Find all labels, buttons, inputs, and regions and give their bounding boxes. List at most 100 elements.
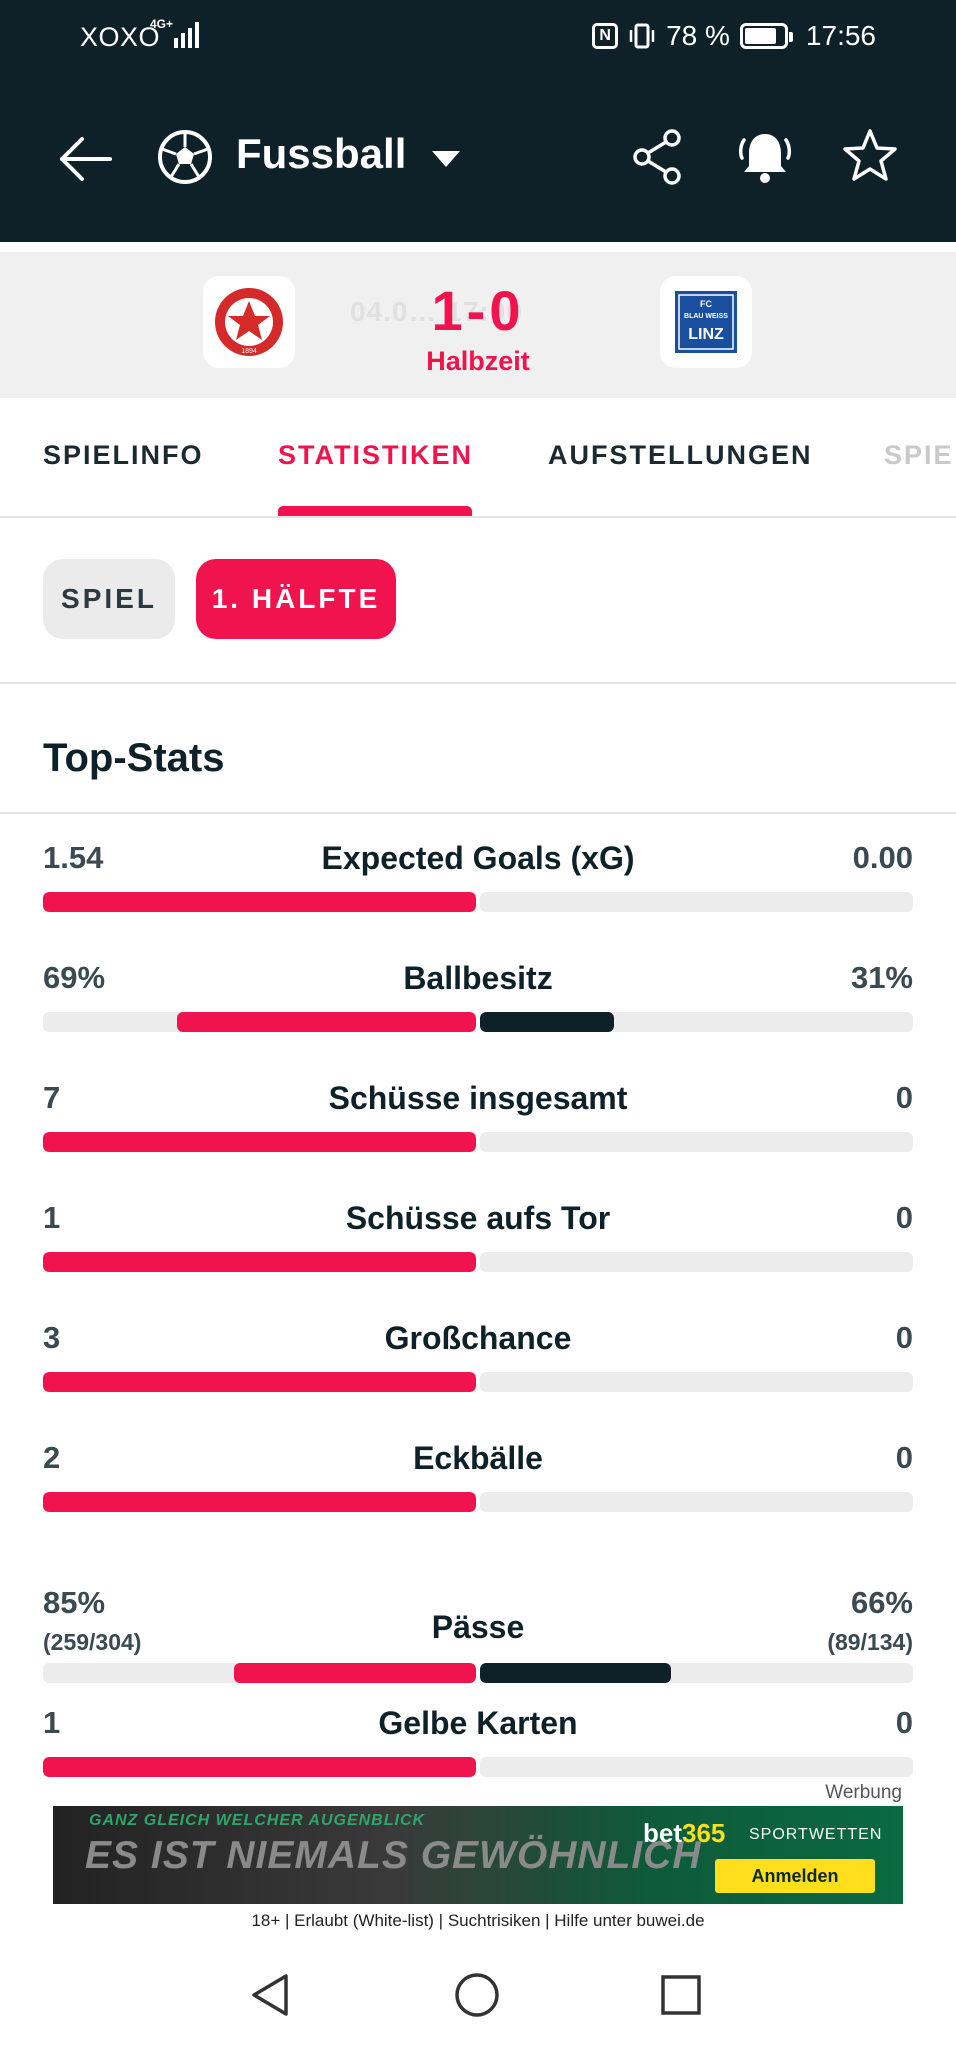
stat-home-value: 3 (43, 1320, 61, 1355)
away-crest-name: LINZ (688, 326, 724, 343)
stat-away-track (480, 1372, 913, 1392)
stat-row: 7 Schüsse insgesamt 0 (43, 1080, 913, 1180)
home-crest-year: 1894 (241, 348, 257, 355)
stat-away-bar (480, 1012, 614, 1032)
home-crest-icon: 1894 (215, 288, 283, 356)
section-divider (0, 812, 956, 814)
ad-brand: bet365 (643, 1818, 725, 1849)
stat-away-track (480, 892, 913, 912)
stat-home-value: 85% (43, 1585, 106, 1620)
stat-row: 69% Ballbesitz 31% (43, 960, 913, 1060)
stat-away-value: 0 (895, 1320, 913, 1355)
active-tab-indicator (278, 506, 472, 516)
stat-home-value: 2 (43, 1440, 61, 1475)
ad-disclaimer: 18+ | Erlaubt (White-list) | Suchtrisike… (251, 1911, 705, 1930)
stat-label: Schüsse aufs Tor (345, 1200, 611, 1236)
stat-label: Großchance (384, 1320, 572, 1356)
status-right: N 78 % 17:56 (592, 20, 876, 52)
away-crest-mid: BLAU WEISS (684, 313, 728, 320)
period-first-half-button[interactable]: 1. HÄLFTE (196, 559, 396, 639)
nfc-icon: N (592, 23, 619, 49)
stat-home-bar (43, 1757, 476, 1777)
status-bar: XOXO 4G+ N 78 % 17:56 (0, 0, 956, 76)
soccer-ball-icon[interactable] (156, 128, 214, 186)
stat-away-track (480, 1132, 913, 1152)
stat-away-track (480, 1012, 913, 1032)
network-type: 4G+ (150, 17, 174, 31)
stat-away-value: 0 (895, 1080, 913, 1115)
away-crest-top: FC (700, 299, 712, 309)
stat-away-track (480, 1252, 913, 1272)
stat-home-bar (43, 1132, 476, 1152)
battery-fill (744, 28, 776, 44)
match-score: 1-0 (431, 279, 525, 342)
signal-icon (174, 22, 199, 48)
stat-home-track (43, 892, 476, 912)
stat-home-track (43, 1757, 476, 1777)
stat-away-value: 0 (895, 1440, 913, 1475)
stat-home-value: 7 (43, 1080, 61, 1115)
tab-spiel-partial[interactable]: SPIE (884, 440, 954, 470)
ad-brand-sub: SPORTWETTEN (749, 1826, 883, 1843)
tab-statistiken[interactable]: STATISTIKEN (278, 440, 473, 470)
home-team-logo[interactable]: 1894 (203, 276, 295, 368)
stat-away-value: 0.00 (852, 840, 913, 875)
stat-label: Schüsse insgesamt (328, 1080, 628, 1116)
star-icon[interactable] (840, 126, 900, 186)
stat-home-track (43, 1372, 476, 1392)
app-header: Fussball (0, 100, 956, 220)
ad-signup-button[interactable]: Anmelden (715, 1859, 875, 1893)
stat-home-value: 1 (43, 1200, 61, 1235)
ad-banner[interactable]: GANZ GLEICH WELCHER AUGENBLICK ES IST NI… (53, 1806, 903, 1904)
ad-brand-b: 365 (682, 1818, 726, 1848)
stat-home-track (43, 1012, 476, 1032)
stat-away-bar (480, 1663, 671, 1683)
stat-away-track (480, 1663, 913, 1683)
match-tabs: SPIELINFO STATISTIKEN AUFSTELLUNGEN SPIE (0, 400, 956, 518)
nav-home-icon[interactable] (452, 1970, 502, 2020)
stat-label: Eckbälle (413, 1440, 543, 1476)
ad-tagline-top: GANZ GLEICH WELCHER AUGENBLICK (89, 1812, 426, 1829)
tab-spielinfo[interactable]: SPIELINFO (43, 440, 204, 470)
match-status: Halbzeit (426, 346, 530, 376)
period-spiel-button[interactable]: SPIEL (43, 559, 175, 639)
stat-home-value: 69% (43, 960, 106, 995)
match-date-ghost: 04.0… 17:00 (350, 296, 523, 327)
carrier-name: XOXO (80, 22, 161, 52)
stat-row: 85% Pässe 66% (259/304) (89/134) (43, 1585, 913, 1685)
share-icon[interactable] (632, 128, 684, 186)
stat-away-track (480, 1492, 913, 1512)
stat-home-value: 1 (43, 1705, 61, 1740)
vibrate-icon (629, 23, 655, 49)
stat-label: Pässe (431, 1609, 525, 1645)
stat-row: 1.54 Expected Goals (xG) 0.00 (43, 840, 913, 940)
stat-home-bar (43, 1492, 476, 1512)
stat-home-track (43, 1492, 476, 1512)
stat-away-detail: (89/134) (827, 1629, 913, 1655)
nav-back-icon[interactable] (246, 1970, 296, 2020)
ad-tagline-main: ES IST NIEMALS GEWÖHNLICH (85, 1834, 702, 1877)
sport-title[interactable]: Fussball (236, 130, 407, 177)
stat-row: 2 Eckbälle 0 (43, 1440, 913, 1540)
stat-home-bar (43, 892, 476, 912)
tab-aufstellungen[interactable]: AUFSTELLUNGEN (548, 440, 813, 470)
chevron-down-icon[interactable] (430, 148, 462, 170)
clock: 17:56 (805, 20, 876, 51)
away-crest-icon: FC BLAU WEISS LINZ (675, 291, 737, 353)
stat-row: 1 Gelbe Karten 0 (43, 1705, 913, 1805)
ad-brand-a: bet (643, 1818, 682, 1848)
stat-away-value: 0 (895, 1200, 913, 1235)
stat-away-value: 31% (850, 960, 913, 995)
stat-home-bar (43, 1252, 476, 1272)
away-team-logo[interactable]: FC BLAU WEISS LINZ (660, 276, 752, 368)
stat-home-track (43, 1663, 476, 1683)
app-top-bar: XOXO 4G+ N 78 % 17:56 (0, 0, 956, 242)
ad-label: Werbung (825, 1782, 902, 1803)
stat-home-bar (43, 1372, 476, 1392)
system-nav-bar (0, 1940, 956, 2048)
stat-away-track (480, 1757, 913, 1777)
nav-recents-icon[interactable] (656, 1970, 706, 2020)
battery-icon (739, 23, 793, 49)
bell-icon[interactable] (736, 126, 794, 188)
back-arrow-icon[interactable] (56, 130, 114, 188)
